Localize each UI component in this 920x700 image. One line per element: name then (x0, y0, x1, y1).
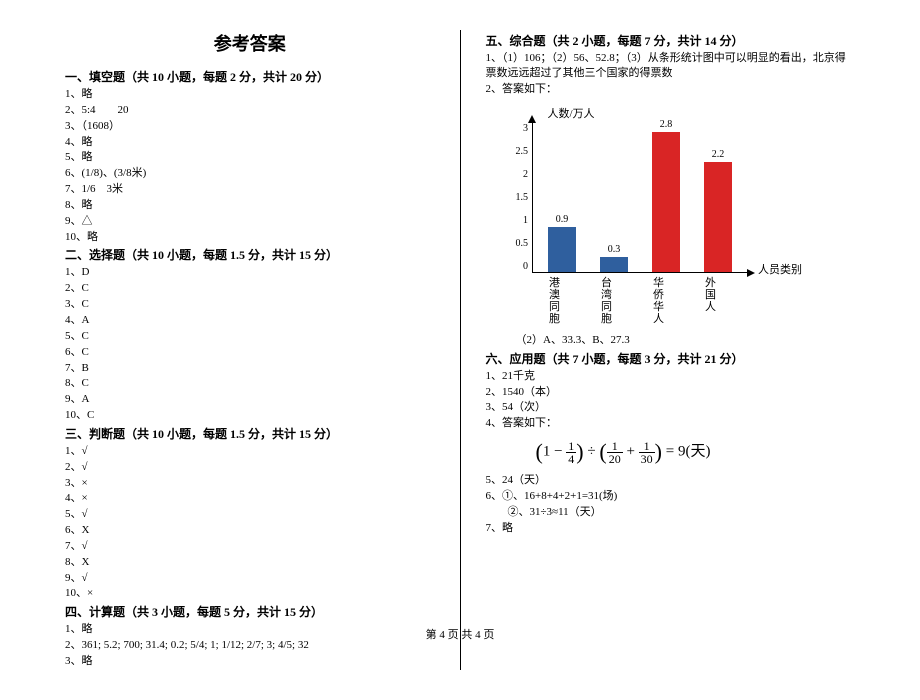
list-item: 5、略 (65, 150, 435, 165)
list-item: 2、√ (65, 460, 435, 475)
bar (600, 257, 628, 272)
bar-group: 2.8 (649, 119, 683, 272)
frac-d: 30 (639, 453, 655, 465)
list-item: 1、21千克 (486, 369, 856, 384)
list-item: 3、略 (65, 654, 435, 669)
section-4-head: 四、计算题（共 3 小题，每题 5 分，共计 15 分） (65, 603, 435, 620)
list-item: 1、（1）106；（2）56、52.8；（3）从条形统计图中可以明显的看出，北京… (486, 51, 856, 81)
x-axis-label: 台湾同胞 (590, 277, 624, 325)
list-item: 3、（1608） (65, 119, 435, 134)
list-item: 8、C (65, 376, 435, 391)
frac-d: 20 (607, 453, 623, 465)
y-axis-arrow-icon (528, 115, 536, 123)
bar-group: 0.3 (597, 244, 631, 272)
section-5-head: 五、综合题（共 2 小题，每题 7 分，共计 14 分） (486, 32, 856, 49)
bar (548, 227, 576, 272)
bar-chart: 人数/万人 32.521.510.50 人员类别 0.9 0.3 2.8 2.2 港澳… (516, 105, 856, 325)
list-item: 1、√ (65, 444, 435, 459)
list-item: 7、略 (486, 521, 856, 536)
list-item: 6、X (65, 523, 435, 538)
list-item: 3、54（次） (486, 400, 856, 415)
list-item: 9、△ (65, 214, 435, 229)
page-title: 参考答案 (65, 30, 435, 56)
x-axis-label: 华侨华人 (642, 277, 676, 325)
list-item: 6、①、16+8+4+2+1=31(场) (486, 489, 856, 504)
list-item: 1、D (65, 265, 435, 280)
x-axis-title: 人员类别 (758, 261, 802, 277)
bar (652, 132, 680, 272)
section-2-items: 1、D2、C3、C4、A5、C6、C7、B8、C9、A10、C (65, 265, 435, 422)
section-6-items: 1、21千克2、1540（本）3、54（次）4、答案如下： (486, 369, 856, 431)
frac-d: 4 (566, 453, 576, 465)
list-item: 8、X (65, 555, 435, 570)
list-item: 10、× (65, 586, 435, 601)
list-item: 7、B (65, 361, 435, 376)
formula: (1 − 14) ÷ (120 + 130) = 9(天) (536, 439, 856, 465)
list-item: 6、C (65, 345, 435, 360)
section-6-items-2: 5、24（天）6、①、16+8+4+2+1=31(场) ②、31÷3≈11（天）… (486, 473, 856, 535)
list-item: 3、× (65, 476, 435, 491)
list-item: 4、答案如下： (486, 416, 856, 431)
x-axis-label: 港澳同胞 (538, 277, 572, 325)
x-axis-arrow-icon (747, 269, 755, 277)
bar-value-label: 2.8 (660, 119, 673, 130)
list-item: 3、C (65, 297, 435, 312)
section-5-pre: 1、（1）106；（2）56、52.8；（3）从条形统计图中可以明显的看出，北京… (486, 51, 856, 97)
bar-value-label: 0.3 (608, 244, 621, 255)
frac-n: 1 (607, 440, 623, 453)
x-axis-label: 外国人 (694, 277, 728, 325)
list-item: 5、√ (65, 507, 435, 522)
list-item: 10、C (65, 408, 435, 423)
bar (704, 162, 732, 272)
section-3-head: 三、判断题（共 10 小题，每题 1.5 分，共计 15 分） (65, 425, 435, 442)
frac-n: 1 (639, 440, 655, 453)
list-item: 2、5:4 20 (65, 103, 435, 118)
list-item: 7、1/6 3米 (65, 182, 435, 197)
section-2-head: 二、选择题（共 10 小题，每题 1.5 分，共计 15 分） (65, 246, 435, 263)
bar-value-label: 2.2 (712, 149, 725, 160)
frac-n: 1 (566, 440, 576, 453)
formula-result: 9(天) (678, 444, 711, 460)
chart-plot: 人员类别 0.90.32.82.2 (532, 123, 747, 273)
section-1-head: 一、填空题（共 10 小题，每题 2 分，共计 20 分） (65, 68, 435, 85)
list-item: 6、(1/8)、(3/8米) (65, 166, 435, 181)
list-item: 7、√ (65, 539, 435, 554)
section-6-head: 六、应用题（共 7 小题，每题 3 分，共计 21 分） (486, 350, 856, 367)
list-item: 4、略 (65, 135, 435, 150)
list-item: 9、√ (65, 571, 435, 586)
list-item: 4、A (65, 313, 435, 328)
y-axis-ticks: 32.521.510.50 (516, 123, 533, 273)
list-item: 10、略 (65, 230, 435, 245)
list-item: 4、× (65, 491, 435, 506)
list-item: 2、1540（本） (486, 385, 856, 400)
list-item: 2、C (65, 281, 435, 296)
list-item: 8、略 (65, 198, 435, 213)
bar-group: 2.2 (701, 149, 735, 272)
page-footer: 第 4 页 共 4 页 (0, 626, 920, 642)
section-3-items: 1、√2、√3、×4、×5、√6、X7、√8、X9、√10、× (65, 444, 435, 601)
list-item: 1、略 (65, 87, 435, 102)
x-axis-labels: 港澳同胞台湾同胞华侨华人外国人 (516, 277, 856, 325)
section-5-post: （2）A、33.3、B、27.3 (516, 333, 856, 348)
bar-value-label: 0.9 (556, 214, 569, 225)
section-1-items: 1、略2、5:4 203、（1608）4、略5、略6、(1/8)、(3/8米)7… (65, 87, 435, 244)
list-item: 5、24（天） (486, 473, 856, 488)
formula-term: 1 (543, 444, 551, 460)
y-axis-title: 人数/万人 (548, 105, 856, 121)
list-item: 5、C (65, 329, 435, 344)
bar-group: 0.9 (545, 214, 579, 272)
list-item: 2、答案如下： (486, 82, 856, 97)
list-item: ②、31÷3≈11（天） (486, 505, 856, 520)
list-item: 9、A (65, 392, 435, 407)
